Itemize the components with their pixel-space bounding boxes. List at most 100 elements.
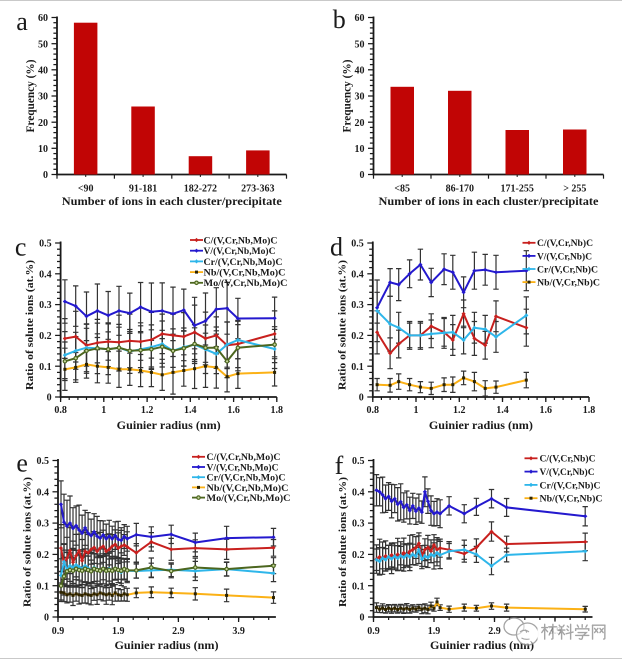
svg-text:f: f <box>335 451 344 480</box>
svg-text:C/(V,Cr,Nb)C: C/(V,Cr,Nb)C <box>537 238 593 249</box>
svg-text:50: 50 <box>38 39 48 50</box>
svg-text:> 255: > 255 <box>563 184 586 195</box>
svg-text:Nb/(V,Cr,Nb)C: Nb/(V,Cr,Nb)C <box>540 494 603 505</box>
svg-text:a: a <box>16 7 28 36</box>
svg-text:Mo/(V,Cr,Nb,Mo)C: Mo/(V,Cr,Nb,Mo)C <box>207 493 291 504</box>
svg-text:b: b <box>333 5 346 34</box>
svg-text:0.1: 0.1 <box>37 581 50 592</box>
svg-text:0.1: 0.1 <box>352 581 365 592</box>
svg-text:C/(V,Cr,Nb,Mo)C: C/(V,Cr,Nb,Mo)C <box>207 452 281 463</box>
svg-text:20: 20 <box>38 118 48 129</box>
svg-text:0.3: 0.3 <box>39 300 52 311</box>
svg-text:Nb/(V,Cr,Nb)C: Nb/(V,Cr,Nb)C <box>537 278 600 289</box>
svg-text:273-363: 273-363 <box>241 184 274 195</box>
svg-text:0.2: 0.2 <box>37 550 50 561</box>
svg-text:0.2: 0.2 <box>352 550 365 561</box>
svg-text:Guinier radius (nm): Guinier radius (nm) <box>117 418 221 432</box>
svg-text:182-272: 182-272 <box>184 184 217 195</box>
svg-text:Frequency (%): Frequency (%) <box>23 60 37 133</box>
svg-text:Ratio of solute ions (at.%): Ratio of solute ions (at.%) <box>24 260 36 390</box>
svg-text:Frequency (%): Frequency (%) <box>340 60 354 133</box>
svg-text:0.5: 0.5 <box>39 239 52 250</box>
svg-text:0.9: 0.9 <box>367 626 380 637</box>
svg-text:0.4: 0.4 <box>352 487 365 498</box>
svg-text:Guinier radius (nm): Guinier radius (nm) <box>429 418 533 432</box>
svg-text:1.8: 1.8 <box>271 405 284 416</box>
svg-text:Number of ions in each cluster: Number of ions in each cluster/precipita… <box>62 196 282 208</box>
svg-text:0.5: 0.5 <box>352 456 365 467</box>
svg-text:Ratio of solute ions (at.%): Ratio of solute ions (at.%) <box>337 477 349 607</box>
svg-text:0.8: 0.8 <box>54 405 67 416</box>
svg-text:Ratio of solute ions (at.%): Ratio of solute ions (at.%) <box>336 260 348 390</box>
svg-text:2.9: 2.9 <box>488 626 501 637</box>
svg-text:Number of ions in each cluster: Number of ions in each cluster/precipita… <box>379 196 599 208</box>
svg-text:2.9: 2.9 <box>172 626 185 637</box>
svg-text:Mo/(V,Cr,Nb,Mo)C: Mo/(V,Cr,Nb,Mo)C <box>204 278 288 289</box>
svg-text:0.3: 0.3 <box>351 300 364 311</box>
svg-text:0: 0 <box>360 170 365 181</box>
svg-text:60: 60 <box>355 13 365 24</box>
svg-text:Guinier radius (nm): Guinier radius (nm) <box>115 638 219 652</box>
svg-text:1: 1 <box>101 405 106 416</box>
svg-text:Ratio of solute ions (at.%): Ratio of solute ions (at.%) <box>22 477 34 607</box>
svg-text:0.1: 0.1 <box>351 362 364 373</box>
svg-text:30: 30 <box>355 92 365 103</box>
svg-text:0.4: 0.4 <box>351 269 364 280</box>
svg-text:Nb/(V,Cr,Nb,Mo)C: Nb/(V,Cr,Nb,Mo)C <box>204 268 286 279</box>
svg-text:0.5: 0.5 <box>351 239 364 250</box>
svg-text:0.3: 0.3 <box>352 519 365 530</box>
svg-text:c: c <box>15 233 27 262</box>
svg-text:V/(V,Cr,Nb,Mo)C: V/(V,Cr,Nb,Mo)C <box>207 462 279 473</box>
svg-text:d: d <box>330 233 343 262</box>
svg-text:1.4: 1.4 <box>184 405 197 416</box>
svg-text:e: e <box>16 449 28 478</box>
svg-text:V/(V,Cr,Nb)C: V/(V,Cr,Nb)C <box>540 467 595 478</box>
svg-text:<85: <85 <box>394 184 410 195</box>
svg-text:Guinier radius (nm): Guinier radius (nm) <box>430 638 534 652</box>
svg-text:0.1: 0.1 <box>39 362 52 373</box>
svg-text:0.3: 0.3 <box>37 519 50 530</box>
svg-text:40: 40 <box>355 65 365 76</box>
svg-text:V/(V,Cr,Nb,Mo)C: V/(V,Cr,Nb,Mo)C <box>204 246 276 257</box>
svg-text:1.8: 1.8 <box>583 405 596 416</box>
svg-text:C/(V,Cr,Nb)C: C/(V,Cr,Nb)C <box>540 454 596 465</box>
svg-text:1.2: 1.2 <box>453 405 466 416</box>
svg-text:Cr/(V,Cr,Nb)C: Cr/(V,Cr,Nb)C <box>540 480 601 491</box>
svg-text:Cr/(V,Cr,Nb)C: Cr/(V,Cr,Nb)C <box>537 264 598 275</box>
svg-text:20: 20 <box>355 118 365 129</box>
svg-text:0.5: 0.5 <box>37 456 50 467</box>
svg-text:0: 0 <box>360 613 365 624</box>
svg-text:1.9: 1.9 <box>428 626 441 637</box>
svg-text:Cr/(V,Cr,Nb,Mo)C: Cr/(V,Cr,Nb,Mo)C <box>204 257 283 268</box>
svg-text:40: 40 <box>38 65 48 76</box>
svg-text:60: 60 <box>38 13 48 24</box>
svg-text:50: 50 <box>355 39 365 50</box>
svg-text:0.4: 0.4 <box>37 487 50 498</box>
svg-text:0: 0 <box>43 170 48 181</box>
svg-text:30: 30 <box>38 92 48 103</box>
svg-text:V/(V,Cr,Nb)C: V/(V,Cr,Nb)C <box>537 251 592 262</box>
svg-text:0.4: 0.4 <box>39 269 52 280</box>
svg-text:Cr/(V,Cr,Nb,Mo)C: Cr/(V,Cr,Nb,Mo)C <box>207 473 286 484</box>
svg-text:91-181: 91-181 <box>129 184 157 195</box>
svg-text:1.2: 1.2 <box>141 405 154 416</box>
svg-text:3.9: 3.9 <box>232 626 245 637</box>
svg-text:86-170: 86-170 <box>446 184 474 195</box>
svg-text:10: 10 <box>355 144 365 155</box>
svg-text:0: 0 <box>44 613 49 624</box>
svg-text:0.2: 0.2 <box>39 331 52 342</box>
svg-text:1.6: 1.6 <box>540 405 553 416</box>
svg-text:0.8: 0.8 <box>367 405 380 416</box>
svg-text:1: 1 <box>414 405 419 416</box>
svg-text:1.4: 1.4 <box>496 405 509 416</box>
svg-text:1.6: 1.6 <box>227 405 240 416</box>
svg-text:1.9: 1.9 <box>112 626 125 637</box>
svg-text:<90: <90 <box>78 184 94 195</box>
svg-text:C/(V,Cr,Nb,Mo)C: C/(V,Cr,Nb,Mo)C <box>204 235 278 246</box>
svg-text:0: 0 <box>47 393 52 404</box>
svg-text:171-255: 171-255 <box>501 184 534 195</box>
svg-text:0: 0 <box>359 393 364 404</box>
svg-text:Nb/(V,Cr,Nb,Mo)C: Nb/(V,Cr,Nb,Mo)C <box>207 483 289 494</box>
svg-text:0.9: 0.9 <box>52 626 65 637</box>
svg-text:0.2: 0.2 <box>351 331 364 342</box>
